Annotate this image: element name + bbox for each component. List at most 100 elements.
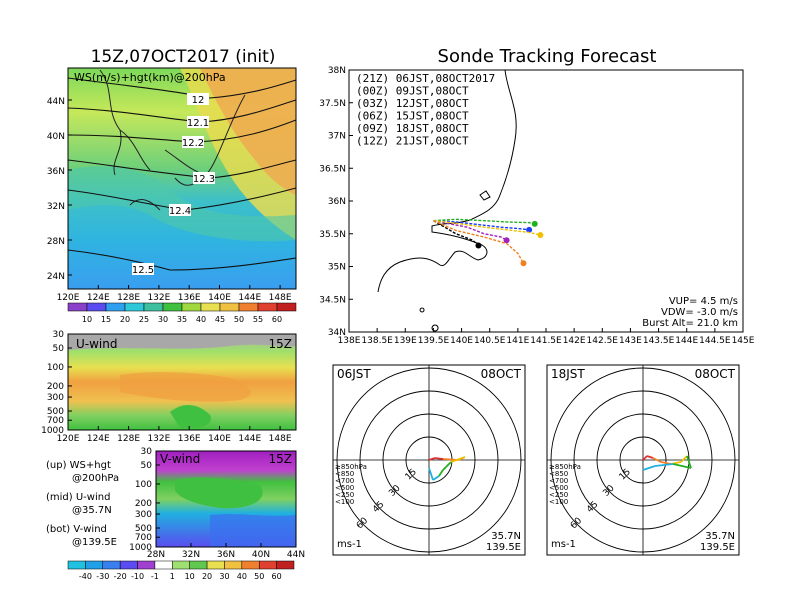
launch-legend-entry: (00Z) 09JST,08OCT (356, 85, 469, 98)
hodo-lat: 35.7N (491, 531, 521, 542)
lat-tick-label: 28N (147, 550, 165, 560)
colorbar-label: 25 (139, 315, 149, 324)
vwind-label: V-wind (160, 452, 200, 466)
lon-tick-label: 143.5E (643, 336, 675, 346)
level-legend-entry: ≥850hPa (549, 463, 581, 471)
track-endpoint (503, 237, 510, 244)
lat-tick-label: 37.5N (319, 99, 346, 109)
lon-tick-label: 139.5E (418, 336, 450, 346)
colorbar-swatch (105, 302, 126, 312)
hodograph-trace (428, 467, 434, 481)
lat-tick-label: 28N (47, 237, 65, 247)
colorbar-label: -1 (151, 572, 159, 581)
level-legend-entry: <250 (335, 491, 354, 499)
pressure-tick-label: 300 (135, 510, 152, 520)
colorbar-label: 50 (254, 572, 264, 581)
track-endpoint (531, 220, 538, 227)
level-legend-entry: <100 (335, 498, 354, 506)
colorbar-swatch (200, 302, 221, 312)
level-legend-entry: <700 (335, 477, 354, 485)
lon-tick-label: 132E (147, 293, 170, 303)
colorbar-swatch (238, 302, 259, 312)
pressure-tick-label: 50 (53, 344, 65, 354)
pressure-tick-label: 200 (135, 499, 152, 509)
lon-tick-label: 128E (117, 293, 140, 303)
hodograph-trace (642, 465, 656, 471)
lon-tick-label: 140E (208, 434, 231, 444)
launch-legend-entry: (21Z) 06JST,08OCT2017 (356, 72, 495, 85)
hodo-lat: 35.7N (705, 531, 735, 542)
colorbar-label: 60 (272, 315, 282, 324)
lon-tick-label: 144E (238, 293, 261, 303)
colorbar-label: 40 (196, 315, 206, 324)
colorbar-swatch (257, 302, 278, 312)
colorbar-label: 30 (158, 315, 168, 324)
lon-tick-label: 142E (563, 336, 586, 346)
lon-tick-label: 142.5E (587, 336, 619, 346)
lat-tick-label: 24N (47, 272, 65, 282)
hodograph-ring (619, 436, 667, 484)
sonde-param: Burst Alt= 21.0 km (642, 318, 738, 329)
lat-tick-label: 36N (217, 550, 235, 560)
pressure-tick-label: 100 (135, 480, 152, 490)
contour-label: 12.5 (132, 265, 154, 276)
hodograph-ring (336, 367, 522, 553)
lon-tick-label: 120E (57, 434, 80, 444)
colorbar-label: 50 (234, 315, 244, 324)
colorbar-label: 20 (202, 572, 212, 581)
launch-legend-entry: (03Z) 12JST,08OCT (356, 97, 469, 110)
contour-label: 12.2 (182, 138, 204, 149)
hodograph-ring (359, 390, 499, 530)
track-line (433, 220, 525, 264)
lon-tick-label: 141.5E (530, 336, 562, 346)
hodograph-trace (438, 469, 444, 477)
lon-tick-label: 141E (506, 336, 529, 346)
lon-tick-label: 136E (178, 293, 201, 303)
colorbar-swatch (137, 560, 156, 570)
colorbar-swatch (67, 560, 86, 570)
lon-tick-label: 136E (178, 434, 201, 444)
lon-tick-label: 128E (117, 434, 140, 444)
lat-tick-label: 34N (328, 328, 346, 338)
pressure-tick-label: 30 (53, 330, 65, 340)
hodo-unit: ms-1 (337, 539, 362, 550)
hodograph-ring (382, 413, 476, 507)
colorbar-label: 35 (177, 315, 187, 324)
lon-tick-label: 139E (394, 336, 417, 346)
lat-tick-label: 32N (182, 550, 200, 560)
pressure-tick-label: 30 (141, 447, 153, 457)
contour-label: 12.3 (193, 174, 215, 185)
hodograph-ring (573, 390, 713, 530)
contour-label: 12.4 (169, 206, 191, 217)
pressure-tick-label: 700 (135, 533, 152, 543)
colorbar-label: 30 (219, 572, 229, 581)
colorbar-swatch (219, 302, 240, 312)
colorbar-swatch (189, 560, 208, 570)
sonde-param: VDW= -3.0 m/s (661, 307, 738, 318)
pressure-tick-label: 500 (135, 524, 152, 534)
colorbar-swatch (241, 560, 260, 570)
hodograph-trace (652, 457, 662, 463)
hodo-time: 06JST (337, 367, 371, 381)
colorbar-swatch (124, 302, 145, 312)
pressure-tick-label: 1000 (41, 426, 64, 436)
lon-tick-label: 132E (147, 434, 170, 444)
colorbar-label: 10 (82, 315, 92, 324)
lat-tick-label: 37N (328, 132, 346, 142)
lon-tick-label: 143E (619, 336, 642, 346)
panel-legend-level: @200hPa (72, 473, 119, 484)
hodograph-trace (680, 455, 688, 463)
track-line (433, 219, 507, 241)
hodograph-ring (550, 367, 736, 553)
hodograph-trace (442, 461, 452, 471)
lon-tick-label: 124E (87, 293, 110, 303)
uwind-label: U-wind (76, 337, 117, 351)
panel-legend: (up) WS+hgt (46, 460, 111, 471)
pressure-tick-label: 1000 (129, 543, 152, 553)
hodo-lon: 139.5E (700, 542, 735, 553)
ws-map-label: WS(m/s)+hgt(km)@200hPa (74, 71, 226, 84)
hodograph-trace (654, 463, 674, 467)
forecast-plot (348, 69, 744, 333)
colorbar-swatch (276, 302, 297, 312)
colorbar-swatch (143, 302, 164, 312)
